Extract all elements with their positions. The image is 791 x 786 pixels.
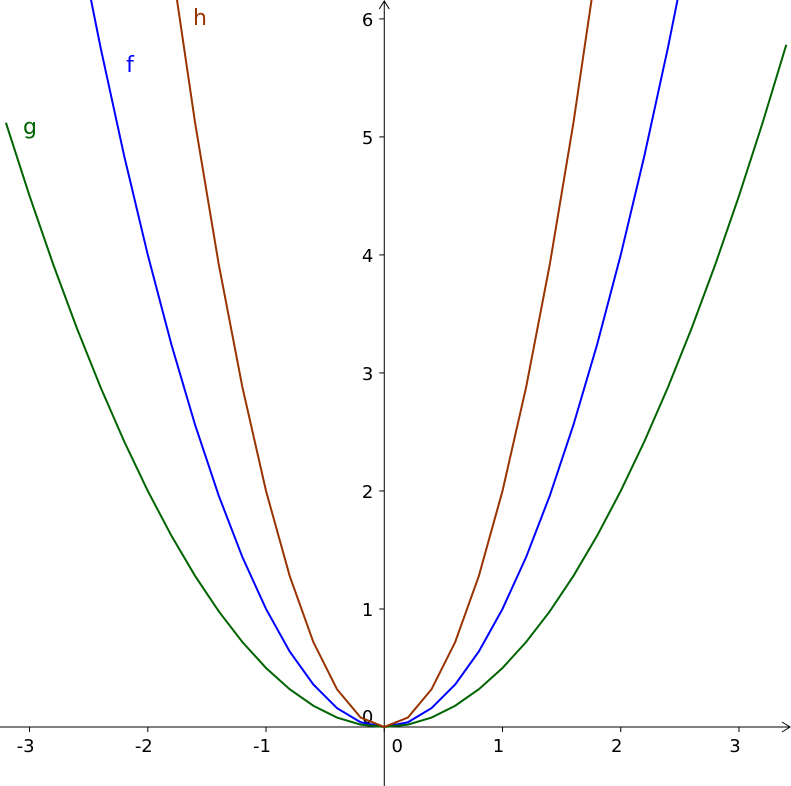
x-tick-label: -2	[135, 736, 153, 757]
y-tick-label: 3	[362, 364, 373, 385]
curve	[90, 0, 679, 729]
y-tick-label: 5	[362, 128, 373, 149]
y-tick-label: 0	[362, 707, 373, 728]
curve	[4, 44, 788, 728]
curve-label: f	[126, 53, 135, 78]
y-tick-label: 6	[362, 10, 373, 31]
y-tick-label: 1	[362, 600, 373, 621]
y-axis-arrow	[378, 0, 390, 10]
y-tick-label: 2	[362, 482, 373, 503]
curve	[175, 0, 593, 729]
x-tick-label: 3	[729, 736, 740, 757]
x-axis-arrow	[781, 721, 791, 733]
y-tick-label: 4	[362, 246, 373, 267]
x-tick-label: -1	[253, 736, 271, 757]
x-tick-label: 2	[611, 736, 622, 757]
curve-label: h	[193, 6, 207, 31]
x-tick-label: 0	[392, 736, 403, 757]
curve-label: g	[23, 115, 37, 140]
x-tick-label: -3	[17, 736, 35, 757]
x-tick-label: 1	[493, 736, 504, 757]
